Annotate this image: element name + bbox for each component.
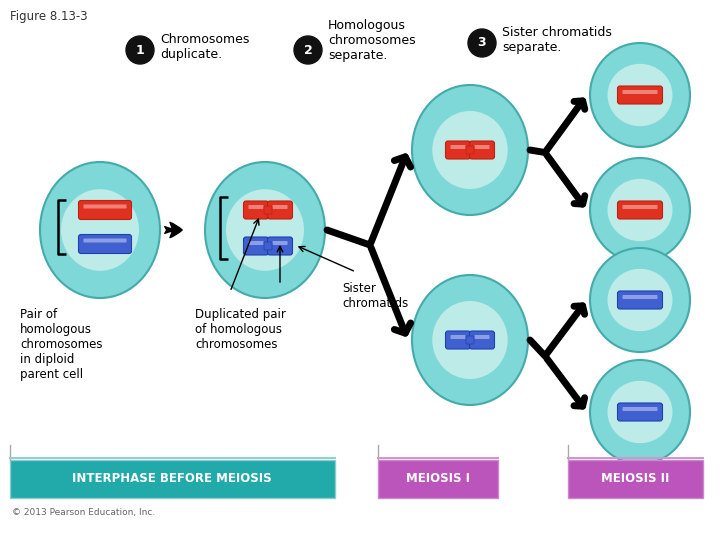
FancyBboxPatch shape — [623, 205, 657, 209]
Circle shape — [468, 29, 496, 57]
Ellipse shape — [608, 64, 672, 126]
FancyBboxPatch shape — [272, 241, 287, 245]
FancyBboxPatch shape — [474, 145, 490, 149]
Ellipse shape — [432, 111, 508, 189]
Text: Duplicated pair
of homologous
chromosomes: Duplicated pair of homologous chromosome… — [195, 308, 286, 351]
Ellipse shape — [61, 189, 139, 271]
Ellipse shape — [205, 162, 325, 298]
Circle shape — [294, 36, 322, 64]
Text: Sister chromatids
separate.: Sister chromatids separate. — [502, 26, 612, 54]
Text: 1: 1 — [135, 44, 145, 57]
FancyBboxPatch shape — [268, 201, 292, 219]
Circle shape — [126, 36, 154, 64]
Ellipse shape — [590, 248, 690, 352]
FancyBboxPatch shape — [264, 242, 272, 250]
FancyBboxPatch shape — [469, 141, 495, 159]
FancyBboxPatch shape — [243, 201, 269, 219]
Text: Chromosomes
duplicate.: Chromosomes duplicate. — [160, 33, 249, 61]
Ellipse shape — [608, 269, 672, 331]
FancyBboxPatch shape — [618, 201, 662, 219]
Ellipse shape — [432, 301, 508, 379]
Text: MEIOSIS I: MEIOSIS I — [406, 472, 470, 485]
FancyBboxPatch shape — [623, 90, 657, 94]
FancyBboxPatch shape — [248, 241, 264, 245]
Ellipse shape — [590, 43, 690, 147]
Text: Figure 8.13-3: Figure 8.13-3 — [10, 10, 88, 23]
Ellipse shape — [412, 275, 528, 405]
FancyBboxPatch shape — [446, 141, 470, 159]
FancyBboxPatch shape — [474, 335, 490, 339]
FancyBboxPatch shape — [84, 239, 127, 242]
Text: Pair of
homologous
chromosomes
in diploid
parent cell: Pair of homologous chromosomes in diploi… — [20, 308, 102, 381]
FancyBboxPatch shape — [466, 336, 474, 344]
FancyBboxPatch shape — [264, 206, 272, 214]
Ellipse shape — [590, 360, 690, 464]
FancyBboxPatch shape — [248, 205, 264, 209]
Ellipse shape — [608, 179, 672, 241]
Text: 3: 3 — [477, 37, 486, 50]
FancyBboxPatch shape — [623, 407, 657, 411]
FancyBboxPatch shape — [446, 331, 470, 349]
FancyBboxPatch shape — [84, 205, 127, 208]
Text: INTERPHASE BEFORE MEIOSIS: INTERPHASE BEFORE MEIOSIS — [72, 472, 272, 485]
Text: MEIOSIS II: MEIOSIS II — [600, 472, 669, 485]
FancyBboxPatch shape — [618, 291, 662, 309]
Ellipse shape — [412, 85, 528, 215]
Text: © 2013 Pearson Education, Inc.: © 2013 Pearson Education, Inc. — [12, 508, 156, 517]
FancyBboxPatch shape — [378, 460, 498, 498]
FancyBboxPatch shape — [568, 460, 703, 498]
Ellipse shape — [590, 158, 690, 262]
FancyBboxPatch shape — [243, 237, 269, 255]
FancyBboxPatch shape — [272, 205, 287, 209]
Ellipse shape — [40, 162, 160, 298]
FancyBboxPatch shape — [10, 460, 335, 498]
Text: 2: 2 — [304, 44, 312, 57]
Ellipse shape — [608, 381, 672, 443]
FancyBboxPatch shape — [618, 86, 662, 104]
FancyBboxPatch shape — [268, 237, 292, 255]
FancyBboxPatch shape — [451, 335, 466, 339]
Text: Sister
chromatids: Sister chromatids — [342, 282, 408, 310]
FancyBboxPatch shape — [451, 145, 466, 149]
Ellipse shape — [226, 189, 304, 271]
FancyBboxPatch shape — [623, 295, 657, 299]
FancyBboxPatch shape — [466, 146, 474, 154]
FancyBboxPatch shape — [618, 403, 662, 421]
FancyBboxPatch shape — [78, 234, 132, 253]
FancyBboxPatch shape — [469, 331, 495, 349]
FancyBboxPatch shape — [78, 200, 132, 219]
Text: Homologous
chromosomes
separate.: Homologous chromosomes separate. — [328, 18, 415, 62]
